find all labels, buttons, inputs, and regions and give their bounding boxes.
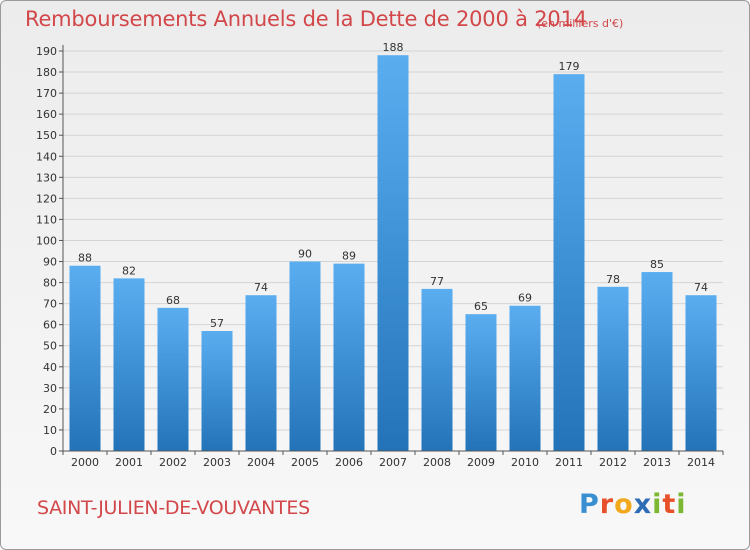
data-label: 179: [559, 60, 580, 73]
logo-letter: t: [662, 489, 677, 520]
x-tick-label: 2009: [467, 456, 495, 469]
bar: [509, 305, 541, 451]
bars: [69, 55, 717, 452]
bar: [113, 278, 145, 451]
y-tick-label: 80: [43, 277, 57, 290]
bar: [685, 295, 717, 451]
x-tick-label: 2001: [115, 456, 143, 469]
y-tick-label: 190: [36, 45, 57, 58]
data-label: 85: [650, 258, 664, 271]
y-tick-label: 110: [36, 213, 57, 226]
x-tick-label: 2014: [687, 456, 715, 469]
y-tick-label: 150: [36, 129, 57, 142]
data-label: 90: [298, 248, 312, 261]
y-tick-label: 100: [36, 234, 57, 247]
data-label: 69: [518, 292, 532, 305]
y-tick-label: 20: [43, 403, 57, 416]
x-tick-label: 2007: [379, 456, 407, 469]
bar: [69, 265, 101, 451]
axes: [59, 45, 724, 455]
y-tick-label: 10: [43, 424, 57, 437]
data-label: 78: [606, 273, 620, 286]
y-tick-label: 60: [43, 319, 57, 332]
bar: [421, 288, 453, 451]
data-label: 77: [430, 275, 444, 288]
y-tick-label: 40: [43, 361, 57, 374]
y-tick-label: 140: [36, 150, 57, 163]
y-tick-label: 30: [43, 382, 57, 395]
bar: [157, 307, 189, 451]
data-label: 89: [342, 250, 356, 263]
y-tick-label: 90: [43, 256, 57, 269]
y-tick-label: 180: [36, 66, 57, 79]
bar: [333, 263, 365, 451]
data-label: 88: [78, 252, 92, 265]
x-tick-label: 2008: [423, 456, 451, 469]
bar: [377, 55, 409, 452]
data-label: 65: [474, 300, 488, 313]
logo-letter: o: [614, 489, 634, 520]
x-tick-label: 2005: [291, 456, 319, 469]
x-tick-label: 2006: [335, 456, 363, 469]
bar: [201, 331, 233, 451]
logo-letter: i: [652, 489, 663, 520]
x-tick-label: 2010: [511, 456, 539, 469]
chart-title: Remboursements Annuels de la Dette de 20…: [25, 7, 587, 31]
bar: [465, 314, 497, 451]
bar: [641, 272, 673, 451]
data-label: 74: [694, 281, 708, 294]
y-tick-label: 170: [36, 87, 57, 100]
y-tick-label: 120: [36, 192, 57, 205]
data-label: 57: [210, 317, 224, 330]
logo-letter: r: [599, 489, 615, 520]
proxiti-logo: Proxiti: [579, 489, 687, 520]
labels: 0 10 20 30 40 50 60 70 80 90 100 110 120 130 140 150 160…: [36, 41, 715, 469]
bar: [553, 74, 585, 451]
unit-label: (en milliers d'€): [537, 17, 624, 30]
data-label: 188: [383, 41, 404, 54]
y-tick-label: 50: [43, 340, 57, 353]
bar: [289, 261, 321, 451]
y-tick-label: 70: [43, 298, 57, 311]
y-tick-label: 130: [36, 171, 57, 184]
x-tick-label: 2003: [203, 456, 231, 469]
data-label: 74: [254, 281, 268, 294]
x-tick-label: 2012: [599, 456, 627, 469]
commune-name: SAINT-JULIEN-DE-VOUVANTES: [37, 497, 310, 519]
bar: [245, 295, 277, 451]
data-label: 82: [122, 264, 136, 277]
y-tick-label: 0: [50, 445, 57, 458]
logo-letter: x: [633, 489, 653, 520]
logo-letter: i: [676, 489, 687, 520]
y-tick-label: 160: [36, 108, 57, 121]
x-tick-label: 2000: [71, 456, 99, 469]
x-tick-label: 2013: [643, 456, 671, 469]
bar: [597, 286, 629, 451]
data-label: 68: [166, 294, 180, 307]
x-tick-label: 2004: [247, 456, 275, 469]
x-tick-label: 2011: [555, 456, 583, 469]
x-tick-label: 2002: [159, 456, 187, 469]
logo-letter: P: [579, 489, 600, 520]
